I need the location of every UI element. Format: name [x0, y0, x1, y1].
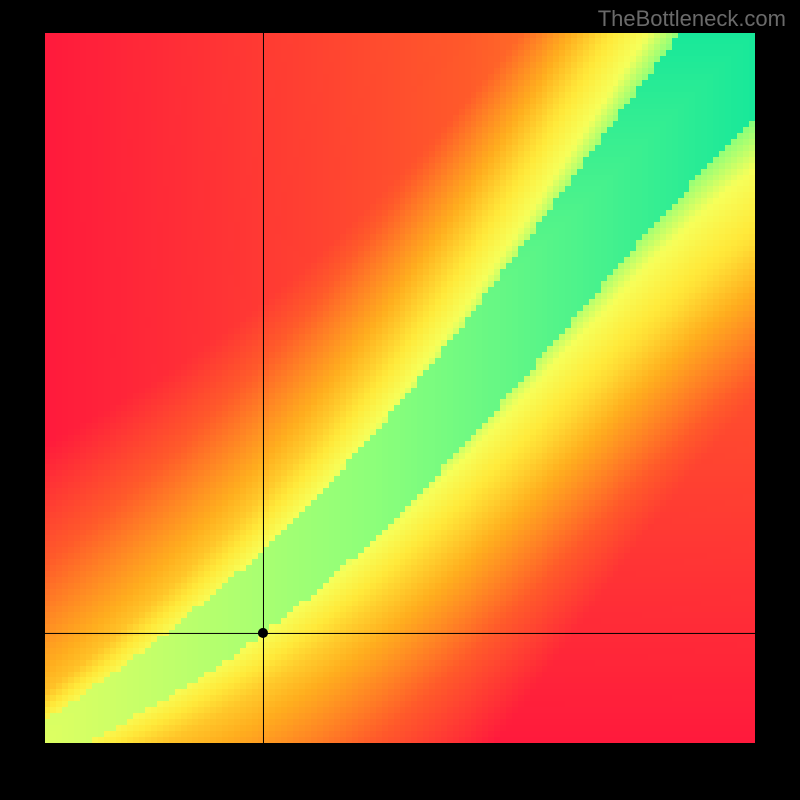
bottleneck-heatmap	[45, 33, 755, 743]
root: TheBottleneck.com	[0, 0, 800, 800]
watermark-text: TheBottleneck.com	[598, 6, 786, 32]
